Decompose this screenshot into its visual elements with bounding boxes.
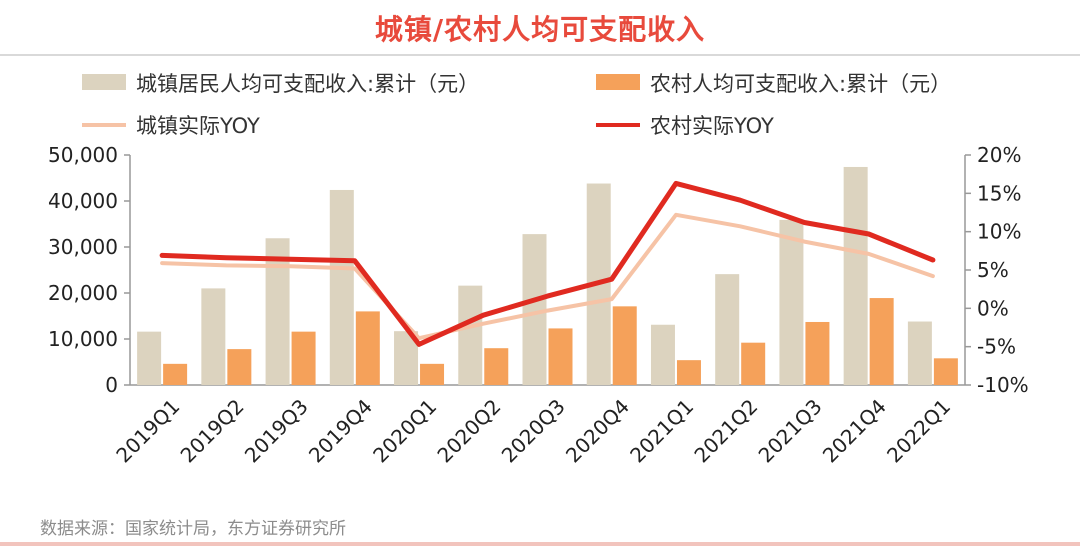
left-tick-label: 20,000 xyxy=(48,281,118,305)
x-tick-label: 2020Q3 xyxy=(497,394,570,467)
bar-urban-income xyxy=(715,274,740,385)
right-tick-label: 0% xyxy=(977,296,1009,320)
legend-label-rural-line: 农村实际YOY xyxy=(650,114,774,138)
bar-rural-income xyxy=(612,306,637,385)
left-tick-label: 10,000 xyxy=(48,327,118,351)
legend-swatch-rural-bar xyxy=(596,74,640,90)
right-tick-label: 20% xyxy=(977,143,1021,167)
bar-urban-income xyxy=(201,288,226,385)
bar-rural-income xyxy=(227,349,252,385)
bar-urban-income xyxy=(522,234,547,385)
chart-title: 城镇/农村人均可支配收入 xyxy=(374,13,706,46)
legend-swatch-urban-bar xyxy=(82,74,126,90)
axes: 0 10,000 20,000 30,000 40,000 50,000 -10% -5% 0%… xyxy=(48,143,1029,397)
legend: 城镇居民人均可支配收入:累计（元） 农村人均可支配收入:累计（元） 城镇实际YO… xyxy=(82,72,951,138)
x-tick-label: 2019Q3 xyxy=(240,394,313,467)
bar-urban-income xyxy=(329,189,354,385)
bar-urban-income xyxy=(843,166,868,385)
x-tick-label: 2020Q4 xyxy=(561,394,634,467)
bar-urban-income xyxy=(137,331,162,385)
line-rural-yoy xyxy=(159,180,936,347)
bar-rural-income xyxy=(291,331,316,385)
bar-urban-income xyxy=(907,321,932,385)
bar-rural-income xyxy=(548,328,573,385)
bar-urban-income xyxy=(265,238,290,385)
x-tick-label: 2021Q2 xyxy=(689,394,762,467)
bar-rural-income xyxy=(741,342,766,385)
left-tick-label: 50,000 xyxy=(48,143,118,167)
x-tick-label: 2019Q4 xyxy=(304,394,377,467)
x-tick-label: 2019Q2 xyxy=(176,394,249,467)
bar-rural-income xyxy=(933,358,958,385)
right-tick-label: 5% xyxy=(977,258,1009,282)
left-tick-label: 40,000 xyxy=(48,189,118,213)
bar-rural-income xyxy=(484,348,509,385)
title-bar: 城镇/农村人均可支配收入 xyxy=(0,0,1080,56)
x-tick-label: 2021Q4 xyxy=(818,394,891,467)
lines xyxy=(159,180,936,347)
right-tick-label: 10% xyxy=(977,220,1021,244)
left-tick-label: 0 xyxy=(105,373,118,397)
right-tick-label: -10% xyxy=(977,373,1029,397)
bar-rural-income xyxy=(420,363,445,385)
bars xyxy=(137,166,958,385)
line-urban-yoy xyxy=(160,212,935,341)
bar-urban-income xyxy=(779,219,804,385)
right-tick-label: 15% xyxy=(977,181,1021,205)
bar-rural-income xyxy=(355,311,380,385)
bar-urban-income xyxy=(650,324,675,385)
bar-rural-income xyxy=(869,298,894,385)
bottom-rule xyxy=(0,542,1080,546)
x-tick-label: 2020Q1 xyxy=(368,394,441,467)
bar-rural-income xyxy=(676,360,701,385)
x-tick-label: 2021Q3 xyxy=(754,394,827,467)
x-tick-label: 2021Q1 xyxy=(625,394,698,467)
x-tick-labels: 2019Q12019Q22019Q32019Q42020Q12020Q22020… xyxy=(111,394,955,467)
bar-urban-income xyxy=(458,285,483,385)
left-tick-label: 30,000 xyxy=(48,235,118,259)
bar-rural-income xyxy=(805,321,830,385)
bar-rural-income xyxy=(163,363,188,385)
source-note: 数据来源：国家统计局，东方证券研究所 xyxy=(40,519,346,539)
right-tick-label: -5% xyxy=(977,335,1016,359)
legend-label-urban-line: 城镇实际YOY xyxy=(136,114,260,138)
legend-label-urban-bar: 城镇居民人均可支配收入:累计（元） xyxy=(136,72,479,96)
legend-label-rural-bar: 农村人均可支配收入:累计（元） xyxy=(650,72,951,96)
x-tick-label: 2020Q2 xyxy=(432,394,505,467)
x-tick-label: 2022Q1 xyxy=(882,394,955,467)
x-tick-label: 2019Q1 xyxy=(111,394,184,467)
